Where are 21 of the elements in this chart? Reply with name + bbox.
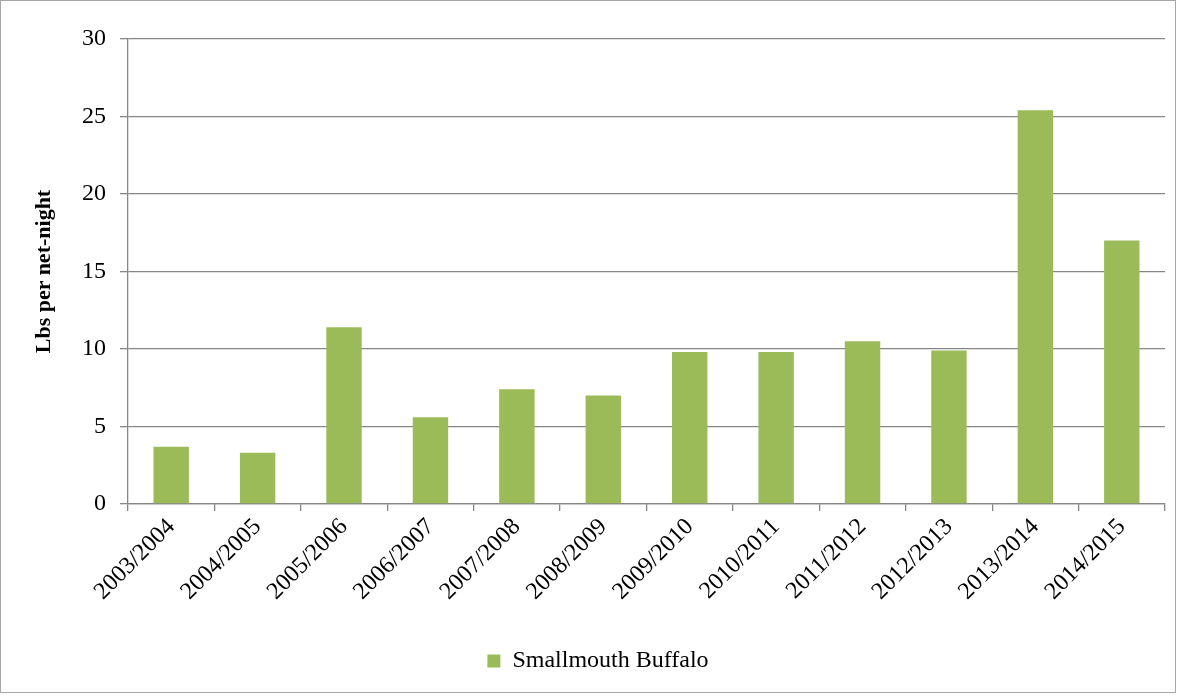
bar bbox=[499, 389, 535, 504]
bar bbox=[153, 446, 189, 504]
bar bbox=[239, 452, 276, 504]
y-tick-label: 10 bbox=[82, 334, 106, 361]
bar bbox=[758, 352, 794, 504]
bar bbox=[1104, 240, 1140, 504]
bar bbox=[844, 341, 881, 504]
bar bbox=[671, 352, 708, 504]
bar bbox=[585, 395, 622, 504]
bar bbox=[326, 327, 362, 504]
y-tick-label: 30 bbox=[82, 24, 106, 51]
y-tick-label: 15 bbox=[82, 256, 106, 283]
bar bbox=[931, 350, 967, 504]
y-tick-label: 5 bbox=[94, 411, 106, 438]
y-axis-title: Lbs per net-night bbox=[29, 189, 55, 354]
legend-label: Smallmouth Buffalo bbox=[512, 646, 709, 673]
bar bbox=[412, 417, 449, 504]
y-tick-label: 0 bbox=[94, 489, 106, 516]
y-tick-label: 20 bbox=[82, 179, 106, 206]
bar bbox=[1017, 110, 1054, 504]
y-tick-label: 25 bbox=[82, 101, 106, 128]
